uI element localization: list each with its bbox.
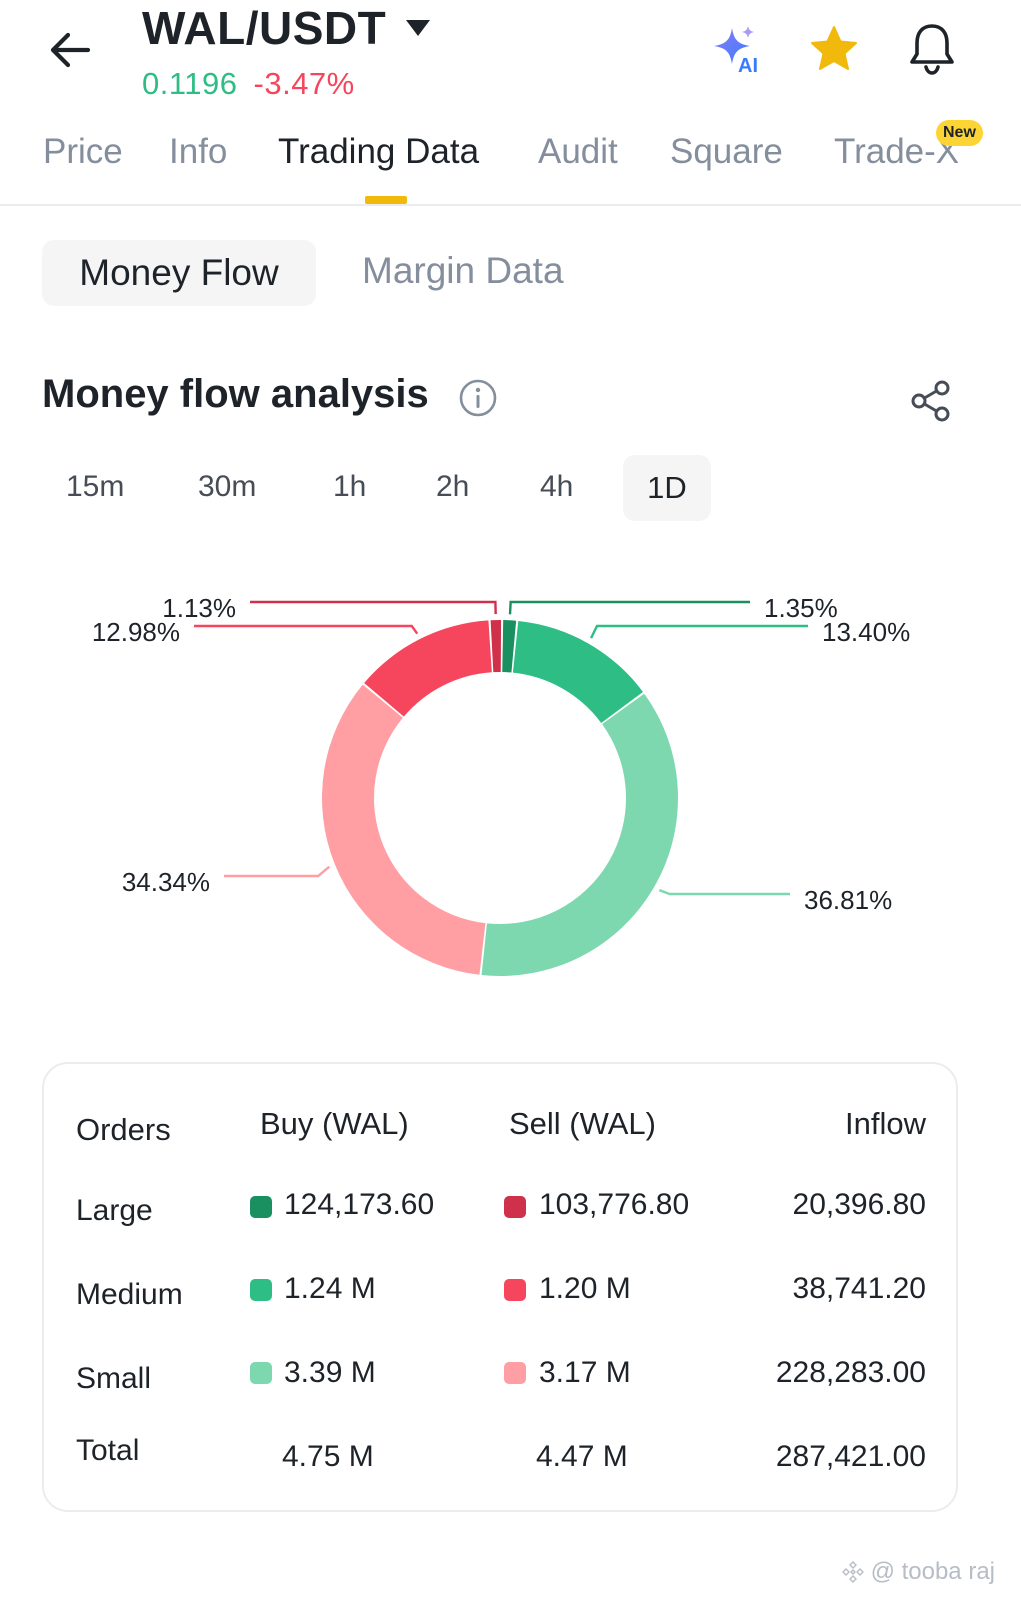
price-change: -3.47% (253, 66, 355, 101)
row-label-large: Large (76, 1194, 153, 1227)
buy-total: 4.75 M (282, 1440, 374, 1473)
donut-slice-1 (512, 620, 643, 723)
subtab-margin-data[interactable]: Margin Data (362, 250, 564, 291)
donut-slice-4 (364, 620, 492, 717)
ai-button[interactable]: AI (708, 22, 768, 78)
leader-line-4 (194, 624, 419, 635)
header-orders: Orders (76, 1112, 171, 1147)
header-sell: Sell (WAL) (509, 1106, 656, 1141)
slice-label-0: 1.35% (764, 593, 838, 623)
pair-title: WAL/USDT (142, 2, 387, 54)
sell-large: 103,776.80 (539, 1188, 690, 1221)
section-title: Money flow analysis (42, 372, 429, 416)
ai-sparkle-icon: AI (714, 26, 758, 77)
share-icon[interactable] (908, 378, 954, 424)
inflow-small: 228,283.00 (775, 1356, 926, 1389)
watermark-text: @ tooba raj (870, 1558, 995, 1585)
buy-small-swatch (250, 1362, 272, 1384)
time-tab-1d[interactable]: 1D (623, 455, 711, 521)
new-badge: New (936, 120, 983, 146)
orders-table: Orders Buy (WAL) Sell (WAL) Inflow Large… (42, 1062, 958, 1512)
time-tab-1h[interactable]: 1h (333, 470, 367, 503)
sell-large-swatch (504, 1196, 526, 1218)
binance-logo-icon (841, 1561, 864, 1583)
row-label-total: Total (76, 1434, 140, 1467)
sell-small: 3.17 M (539, 1356, 631, 1389)
leader-line-2 (658, 888, 790, 896)
tab-square[interactable]: Square (670, 132, 783, 171)
favorite-button[interactable] (806, 22, 862, 78)
buy-small: 3.39 M (284, 1356, 376, 1389)
bell-icon (910, 24, 954, 75)
donut-slice-0 (502, 620, 517, 673)
sell-medium: 1.20 M (539, 1272, 631, 1305)
watermark: @ tooba raj (841, 1558, 995, 1586)
time-tab-30m[interactable]: 30m (198, 470, 257, 503)
inflow-large: 20,396.80 (792, 1188, 926, 1221)
tab-info[interactable]: Info (169, 132, 228, 171)
arrow-left-icon (50, 32, 91, 68)
header-buy: Buy (WAL) (260, 1106, 409, 1141)
inflow-medium: 38,741.20 (792, 1272, 926, 1305)
alert-button[interactable] (902, 18, 962, 78)
sell-total: 4.47 M (536, 1440, 628, 1473)
main-tabs: Price Info Trading Data Audit Square Tra… (0, 120, 1021, 206)
time-tab-4h[interactable]: 4h (540, 470, 574, 503)
slice-label-4: 12.98% (92, 617, 180, 647)
donut-slice-5 (490, 619, 502, 673)
leader-line-1 (589, 624, 808, 639)
slice-label-1: 13.40% (822, 617, 910, 647)
header-inflow: Inflow (845, 1106, 926, 1141)
pair-selector[interactable]: WAL/USDT (142, 0, 432, 56)
buy-medium-swatch (250, 1279, 272, 1301)
slice-label-3: 34.34% (122, 867, 210, 897)
info-icon[interactable] (458, 378, 498, 418)
star-icon (811, 26, 857, 70)
money-flow-donut-chart: 1.35%13.40% 36.81% 34.34% 12.98%1.13% (92, 593, 910, 976)
time-tab-15m[interactable]: 15m (66, 470, 125, 503)
row-label-medium: Medium (76, 1278, 183, 1311)
tab-trading-data[interactable]: Trading Data (278, 132, 480, 171)
leader-line-0 (508, 600, 750, 615)
donut-slice-2 (481, 693, 679, 976)
subtab-money-flow[interactable]: Money Flow (42, 240, 316, 306)
time-tab-2h[interactable]: 2h (436, 470, 470, 503)
tab-price[interactable]: Price (43, 132, 123, 171)
sell-medium-swatch (504, 1279, 526, 1301)
inflow-total: 287,421.00 (775, 1440, 926, 1473)
tab-audit[interactable]: Audit (538, 132, 618, 171)
leader-line-5 (250, 600, 497, 615)
back-button[interactable] (42, 22, 98, 78)
buy-medium: 1.24 M (284, 1272, 376, 1305)
price-row: 0.1196 -3.47% (142, 66, 355, 102)
svg-text:AI: AI (738, 55, 758, 77)
donut-slice-3 (322, 684, 486, 975)
leader-line-3 (224, 865, 331, 878)
row-label-small: Small (76, 1362, 152, 1395)
buy-large-swatch (250, 1196, 272, 1218)
sell-small-swatch (504, 1362, 526, 1384)
buy-large: 124,173.60 (284, 1188, 435, 1221)
slice-label-5: 1.13% (162, 593, 236, 623)
caret-down-icon (406, 20, 431, 36)
last-price: 0.1196 (142, 66, 238, 101)
active-tab-indicator (365, 196, 407, 204)
slice-label-2: 36.81% (804, 885, 892, 915)
